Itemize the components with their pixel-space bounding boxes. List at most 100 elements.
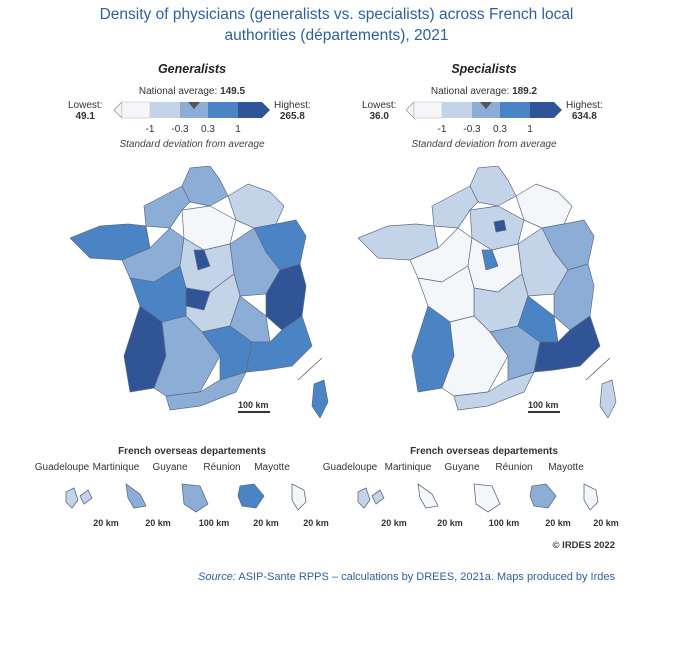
tick-label: -0.3	[463, 124, 481, 135]
scale-label: 100 km	[528, 400, 559, 410]
guadeloupe-shape	[357, 487, 385, 509]
arrow-right-icon	[554, 102, 562, 118]
copyright: © IRDES 2022	[552, 540, 615, 551]
territory-label: Guyane	[152, 462, 188, 473]
territory-scale: 100 km	[488, 518, 520, 528]
region-pyrenees	[453, 371, 535, 411]
region-alps	[553, 263, 595, 331]
region-center-hl	[481, 249, 499, 271]
guadeloupe-shape	[65, 487, 93, 509]
national-average: National average: 149.5	[42, 86, 342, 97]
overseas-title: French overseas departements	[118, 446, 266, 457]
territory-scale: 20 km	[437, 518, 463, 528]
source-text: ASIP-Sante RPPS – calculations by DREES,…	[235, 571, 615, 583]
title-line-2: authorities (départements), 2021	[224, 27, 449, 44]
martinique-shape	[125, 483, 147, 509]
territory-label: Mayotte	[548, 462, 584, 473]
national-average-value: 189.2	[512, 86, 538, 97]
scale-label: 100 km	[238, 400, 269, 410]
arrow-left-icon	[114, 101, 123, 119]
territory-scale: 100 km	[198, 518, 230, 528]
france-map	[70, 166, 329, 419]
region-pyrenees	[165, 371, 247, 411]
region-provence	[245, 315, 313, 373]
territory-scale: 20 km	[253, 518, 279, 528]
scale-bar: 100 km	[528, 400, 560, 413]
tick-label: 1	[235, 124, 241, 135]
source-note: Source: ASIP-Sante RPPS – calculations b…	[198, 571, 615, 583]
highest-label: Highest: 634.8	[566, 100, 603, 122]
france-map	[358, 166, 617, 419]
arrow-left-icon	[406, 101, 415, 119]
territory-label: Réunion	[495, 462, 533, 473]
scale-class-high	[208, 102, 238, 118]
tick-label: 0.3	[201, 124, 215, 135]
scale-class-lowest	[413, 101, 443, 119]
average-marker-icon	[480, 102, 492, 109]
region-northeast	[227, 183, 285, 229]
territory-label: Réunion	[203, 462, 241, 473]
territory-scale: 20 km	[145, 518, 171, 528]
scale-bar: 100 km	[238, 400, 270, 413]
territory-label: Martinique	[92, 462, 140, 473]
lowest-text: Lowest:	[362, 100, 397, 111]
source-label: Source:	[197, 571, 236, 583]
sd-label: Standard deviation from average	[119, 139, 265, 150]
tick-label: 1	[527, 124, 533, 135]
scale-class-low	[150, 102, 180, 118]
scale-class-highest	[530, 102, 554, 118]
lowest-label: Lowest: 49.1	[68, 100, 102, 122]
panel-title: Generalists	[157, 62, 227, 76]
territory-label: Guadeloupe	[34, 462, 90, 473]
region-brittany	[358, 223, 439, 261]
scale-line	[238, 411, 270, 413]
national-average: National average: 189.2	[334, 86, 634, 97]
region-rhone	[517, 295, 559, 343]
national-average-label: National average:	[138, 86, 218, 97]
region-provence	[533, 315, 601, 373]
lowest-label: Lowest: 36.0	[362, 100, 396, 122]
tick-label: 0.3	[493, 124, 507, 135]
scale-line	[528, 411, 560, 413]
average-marker-icon	[188, 102, 200, 109]
overseas-title: French overseas departements	[410, 446, 558, 457]
scale-class-mid	[180, 102, 208, 118]
color-scale-bar	[406, 101, 562, 119]
national-average-label: National average:	[430, 86, 510, 97]
sd-label: Standard deviation from average	[411, 139, 557, 150]
panel-specialists: Specialists National average: 189.2 Lowe…	[323, 58, 634, 538]
guyane-shape	[473, 483, 501, 513]
territory-label: Guadeloupe	[322, 462, 378, 473]
scale-class-mid	[472, 102, 500, 118]
territory-scale: 20 km	[593, 518, 619, 528]
corsica	[599, 379, 617, 419]
territory-scale: 20 km	[545, 518, 571, 528]
reunion-shape	[529, 483, 557, 509]
region-northeast	[515, 183, 573, 229]
martinique-shape	[417, 483, 439, 509]
region-brittany	[70, 223, 151, 261]
tick-label: -0.3	[171, 124, 189, 135]
lowest-value: 36.0	[369, 111, 389, 122]
territory-scale: 20 km	[303, 518, 329, 528]
figure-title: Density of physicians (generalists vs. s…	[0, 4, 673, 46]
lowest-value: 49.1	[75, 111, 95, 122]
region-paris-core	[493, 219, 507, 233]
reunion-shape	[237, 483, 265, 509]
territory-label: Martinique	[384, 462, 432, 473]
scale-class-high	[500, 102, 530, 118]
territory-label: Guyane	[444, 462, 480, 473]
title-line-1: Density of physicians (generalists vs. s…	[99, 6, 574, 23]
scale-class-highest	[238, 102, 262, 118]
highest-label: Highest: 265.8	[274, 100, 311, 122]
overseas-maps	[65, 483, 307, 513]
territory-label: Mayotte	[254, 462, 290, 473]
legend: National average: 149.5 Lowest: 49.1 Hig…	[42, 82, 342, 162]
region-rhone	[229, 295, 271, 343]
legend: National average: 189.2 Lowest: 36.0 Hig…	[334, 82, 634, 162]
panel-title: Specialists	[451, 62, 517, 76]
panel-generalists: Generalists National average: 149.5 Lowe…	[35, 58, 342, 538]
territory-scale: 20 km	[381, 518, 407, 528]
territory-scale: 20 km	[93, 518, 119, 528]
lowest-text: Lowest:	[68, 100, 103, 111]
